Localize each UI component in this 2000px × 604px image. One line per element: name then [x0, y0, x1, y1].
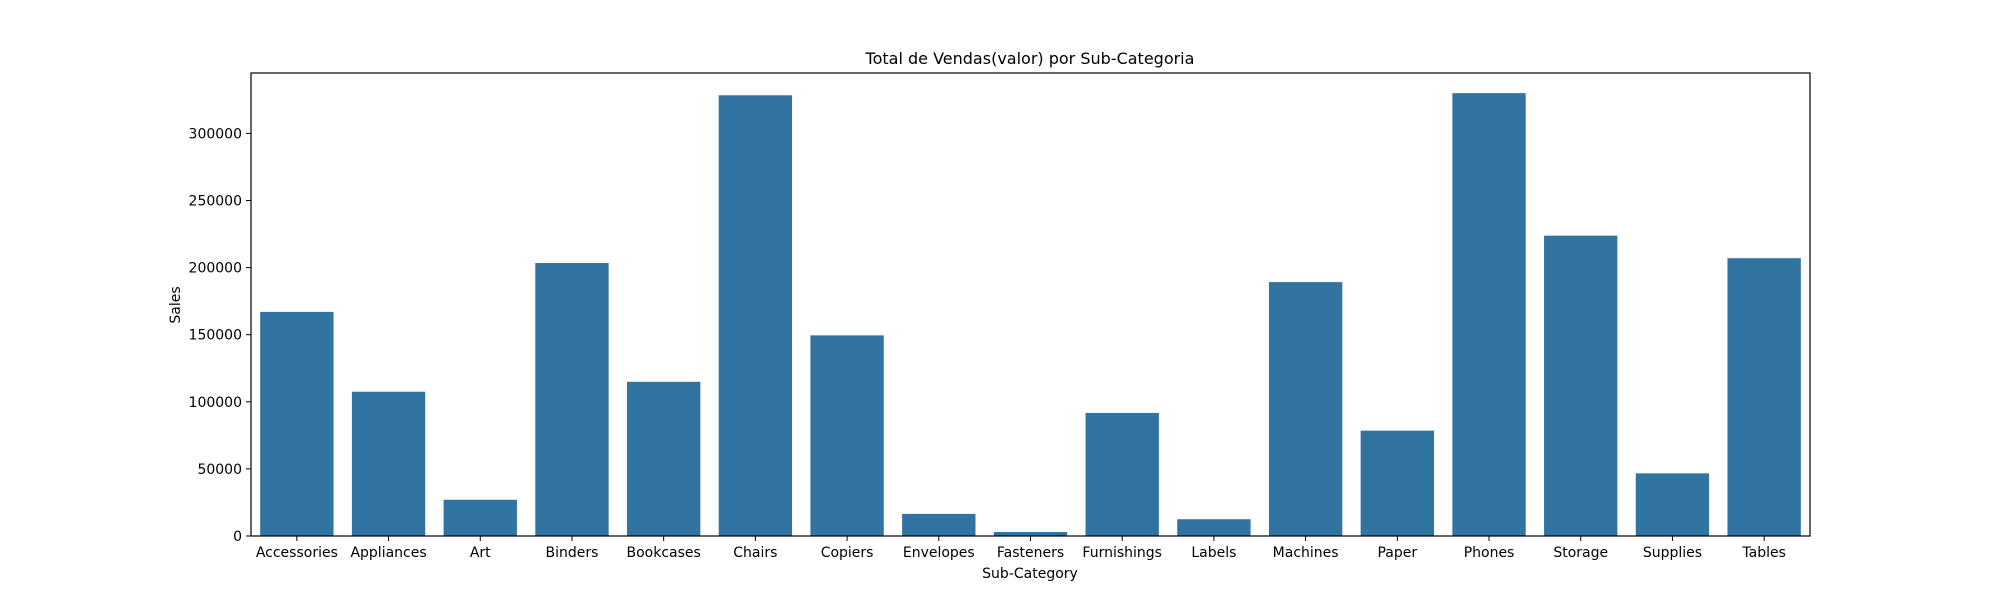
x-tick-label: Chairs [733, 545, 777, 561]
y-tick-label: 100000 [189, 395, 242, 411]
y-axis: 0 50000 100000 150000 200000 250000 300000 [189, 126, 251, 545]
y-tick-label: 250000 [189, 193, 242, 209]
x-axis-label: Sub-Category [982, 566, 1078, 582]
chart-title: Total de Vendas(valor) por Sub-Categoria [865, 49, 1195, 68]
y-tick-label: 50000 [197, 462, 242, 478]
bar-binders [535, 263, 609, 536]
x-tick-label: Machines [1273, 545, 1339, 561]
x-tick-label: Copiers [821, 545, 874, 561]
x-tick-label: Tables [1741, 545, 1786, 561]
bar-storage [1544, 235, 1618, 536]
bar-art [443, 499, 517, 536]
x-tick-label: Binders [546, 545, 599, 561]
y-tick-label: 200000 [189, 261, 242, 277]
bar-copiers [810, 335, 884, 536]
x-tick-label: Art [470, 545, 491, 561]
x-tick-label: Bookcases [627, 545, 701, 561]
bar-paper [1360, 430, 1435, 536]
bar-labels [1177, 519, 1251, 536]
x-tick-label: Storage [1553, 545, 1608, 561]
y-tick-label: 0 [233, 529, 242, 545]
x-tick-label: Fasteners [997, 545, 1064, 561]
y-axis-label: Sales [168, 286, 184, 323]
bar-bookcases [626, 381, 701, 536]
x-tick-label: Supplies [1643, 545, 1702, 561]
bar-fasteners [993, 531, 1068, 536]
bar-chairs [718, 95, 793, 536]
bar-tables [1727, 258, 1801, 536]
x-tick-label: Envelopes [903, 545, 975, 561]
x-tick-label: Labels [1191, 545, 1236, 561]
x-axis: Accessories Appliances Art Binders Bookcases… [256, 536, 1786, 561]
y-tick-label: 300000 [189, 126, 242, 142]
x-tick-label: Phones [1464, 545, 1515, 561]
x-tick-label: Furnishings [1082, 545, 1162, 561]
plot-frame [250, 72, 1811, 537]
bar-appliances [351, 391, 426, 536]
bar-machines [1268, 282, 1343, 536]
bar-accessories [260, 311, 334, 536]
bar-envelopes [902, 513, 976, 536]
x-tick-label: Appliances [350, 545, 426, 561]
bar-furnishings [1085, 412, 1159, 536]
bars-group [260, 93, 1801, 536]
bar-phones [1452, 93, 1526, 536]
x-tick-label: Accessories [256, 545, 338, 561]
y-tick-label: 150000 [189, 328, 242, 344]
bar-supplies [1635, 473, 1710, 536]
x-tick-label: Paper [1377, 545, 1417, 561]
